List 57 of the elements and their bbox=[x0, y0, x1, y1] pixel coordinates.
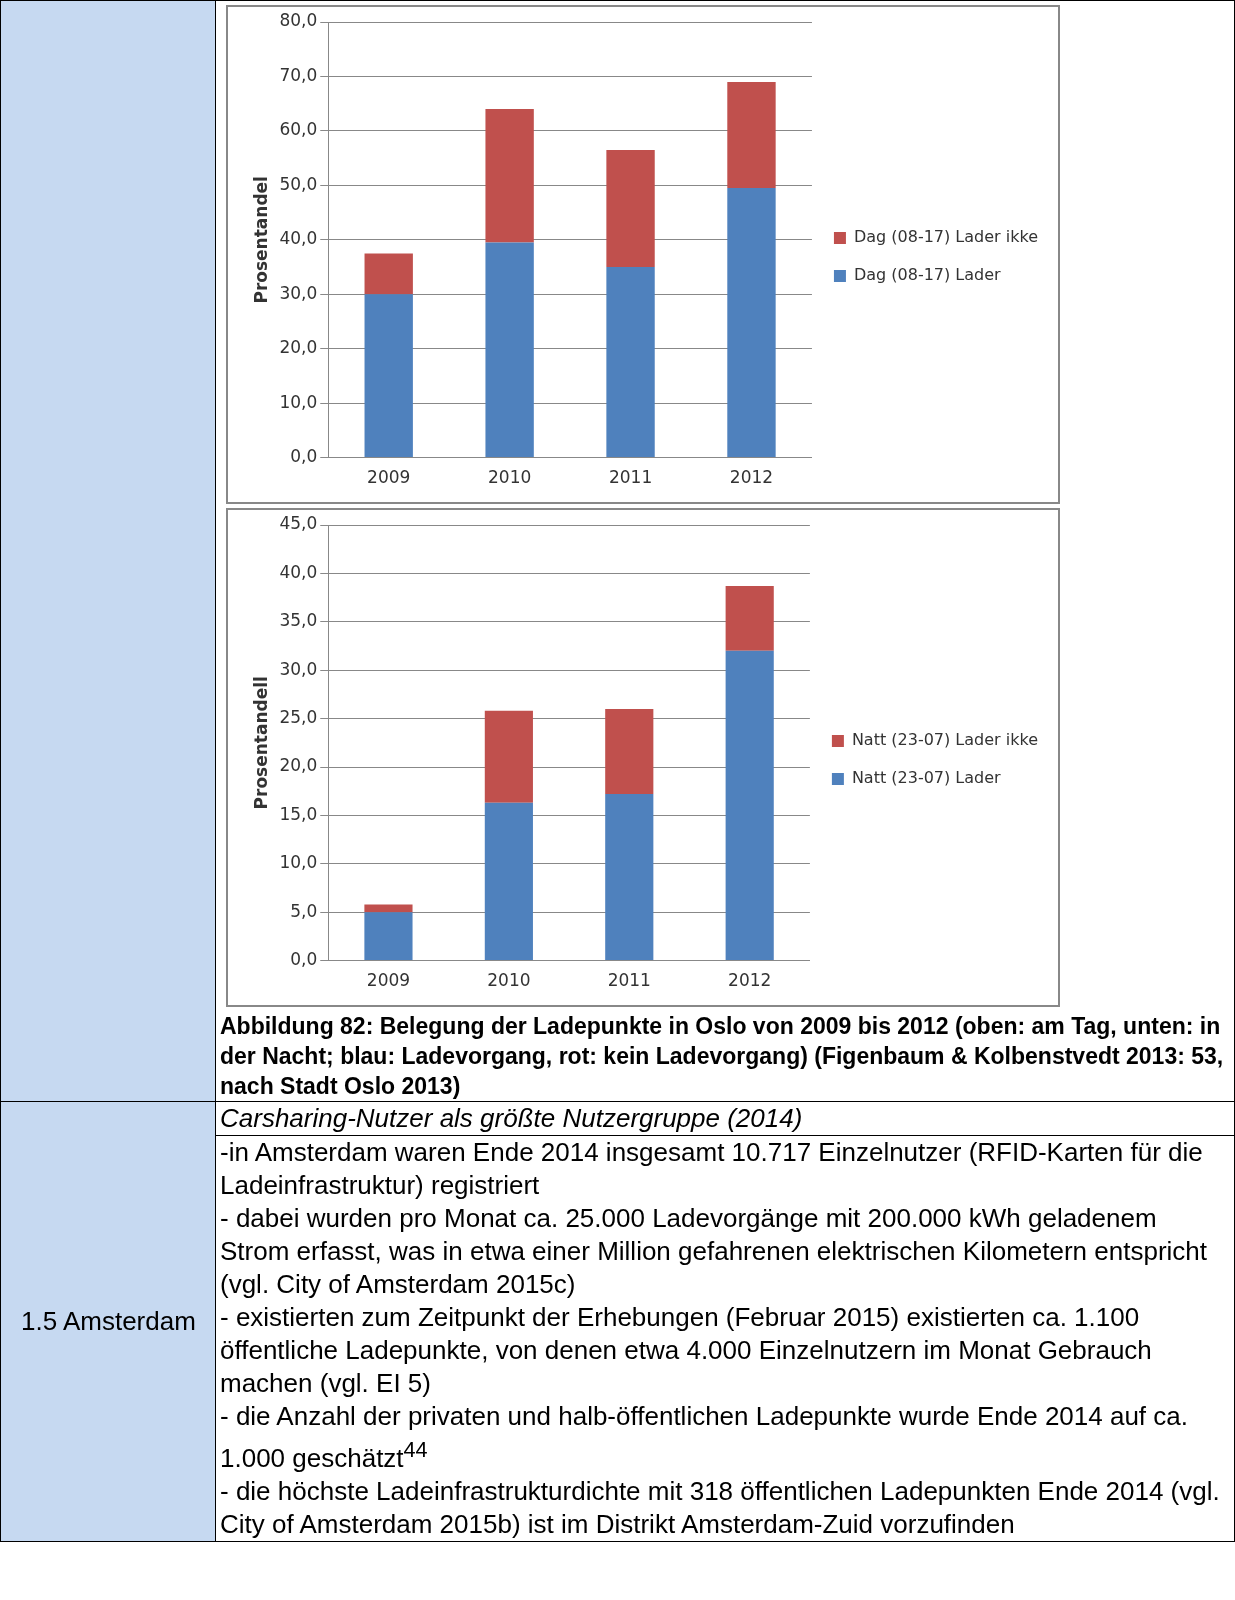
text: Abbildung 82: Belegung der Ladepunkte in Oslo von 2009 bis 2012 (oben: am Tag, unten: in der Nacht; blau: Ladevorgang, rot: kein Ladevorgang) (Figenbaum & Kolbenstvedt 2013: 53, nach Stadt Oslo 2013) bbox=[220, 1012, 1225, 1101]
bar bbox=[484, 710, 533, 803]
y-tick-label: 30,0 bbox=[279, 282, 318, 303]
y-tick-label: 10,0 bbox=[279, 391, 318, 412]
text: -in Amsterdam waren Ende 2014 insgesamt 10.717 Einzelnutzer (RFID-Karten für die Ladeinfrastruktur) registriert bbox=[220, 1136, 1204, 1202]
bar bbox=[485, 109, 534, 243]
bar bbox=[364, 904, 413, 913]
bar bbox=[725, 650, 774, 961]
text: - existierten zum Zeitpunkt der Erhebungen (Februar 2015) existierten ca. 1.100 öffentliche Ladepunkte, von denen etwa 4.000 Einzelnutzern im Monat Gebrauch machen (vgl. EI 5) bbox=[220, 1301, 1153, 1400]
x-tick-label: 2009 bbox=[366, 970, 411, 991]
y-axis-title: Prosentandel bbox=[250, 176, 271, 304]
y-tick-label: 10,0 bbox=[279, 852, 318, 873]
bar bbox=[484, 802, 533, 961]
y-tick-label: 0,0 bbox=[290, 446, 318, 467]
x-tick-label: 2010 bbox=[487, 970, 531, 991]
bar bbox=[727, 188, 776, 458]
bar bbox=[364, 294, 413, 458]
y-tick-label: 30,0 bbox=[279, 658, 318, 679]
y-tick-label: 35,0 bbox=[279, 610, 318, 631]
bar bbox=[725, 585, 774, 651]
bar bbox=[727, 81, 776, 189]
x-tick-label: 2012 bbox=[729, 467, 774, 488]
bar bbox=[606, 267, 655, 458]
y-tick-label: 80,0 bbox=[279, 10, 318, 31]
x-tick-label: 2011 bbox=[607, 970, 651, 991]
y-tick-label: 70,0 bbox=[279, 64, 318, 85]
x-tick-label: 2010 bbox=[488, 467, 532, 488]
y-tick-label: 45,0 bbox=[279, 513, 318, 534]
legend-label: Dag (08-17) Lader bbox=[853, 265, 1002, 285]
bar bbox=[364, 912, 413, 961]
text: - dabei wurden pro Monat ca. 25.000 Ladevorgänge mit 200.000 kWh geladenem Strom erfasst, was in etwa einer Million gefahrenen elektrischen Kilometern entspricht (vgl. City of Amsterdam 2015c) bbox=[220, 1202, 1208, 1301]
x-tick-label: 2011 bbox=[608, 467, 653, 488]
y-tick-label: 40,0 bbox=[279, 228, 318, 249]
y-tick-label: 60,0 bbox=[279, 119, 318, 140]
bar bbox=[364, 253, 413, 295]
text: 1.5 Amsterdam bbox=[0, 1101, 216, 1542]
y-tick-label: 0,0 bbox=[290, 949, 318, 970]
legend-label: Natt (23-07) Lader ikke bbox=[851, 730, 1039, 750]
bar bbox=[605, 708, 654, 795]
y-tick-label: 50,0 bbox=[279, 173, 318, 194]
x-tick-label: 2012 bbox=[728, 970, 772, 991]
y-tick-label: 20,0 bbox=[279, 755, 318, 776]
text: - die Anzahl der privaten und halb-öffentlichen Ladepunkte wurde Ende 2014 auf ca. 1.000 geschätzt$^{44}$ bbox=[220, 1400, 1189, 1475]
y-tick-label: 20,0 bbox=[279, 337, 318, 358]
bar bbox=[605, 794, 654, 961]
y-axis-title: Prosentandell bbox=[250, 676, 271, 810]
text: Carsharing-Nutzer als größte Nutzergruppe (2014) bbox=[215, 1101, 1235, 1136]
legend-label: Dag (08-17) Lader ikke bbox=[853, 227, 1038, 247]
bar bbox=[606, 149, 655, 268]
bar bbox=[485, 242, 534, 458]
y-tick-label: 40,0 bbox=[279, 561, 318, 582]
x-tick-label: 2009 bbox=[367, 467, 411, 488]
y-tick-label: 15,0 bbox=[279, 803, 318, 824]
legend-label: Natt (23-07) Lader bbox=[851, 768, 1002, 788]
y-tick-label: 5,0 bbox=[290, 900, 318, 921]
text: - die höchste Ladeinfrastrukturdichte mit 318 öffentlichen Ladepunkten Ende 2014 (vgl. City of Amsterdam 2015b) ist im Distrikt Amsterdam-Zuid vorzufinden bbox=[220, 1474, 1221, 1541]
y-tick-label: 25,0 bbox=[279, 707, 318, 728]
